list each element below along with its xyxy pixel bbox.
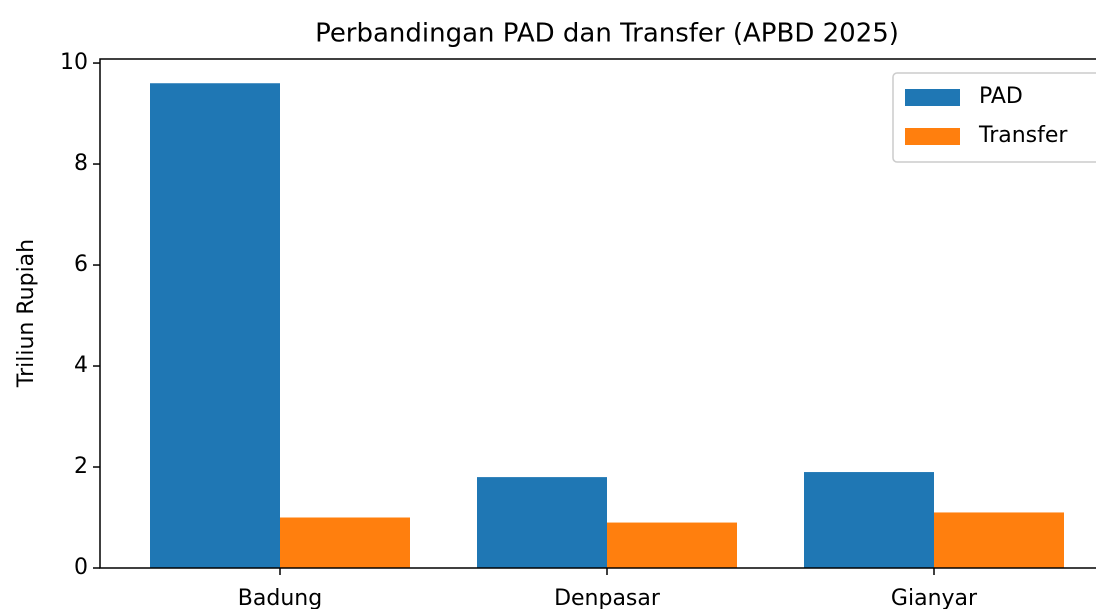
bar xyxy=(607,522,737,568)
plot-frame xyxy=(99,58,1096,569)
legend-swatch xyxy=(905,128,960,145)
y-tick-label: 2 xyxy=(74,454,88,479)
x-tick-label: Gianyar xyxy=(891,586,978,609)
bar xyxy=(934,512,1064,568)
legend-label: PAD xyxy=(979,84,1023,109)
bar xyxy=(150,83,280,568)
x-tick-label: Denpasar xyxy=(554,586,661,609)
y-tick-label: 0 xyxy=(74,555,88,580)
y-tick-label: 8 xyxy=(74,151,88,176)
bar xyxy=(280,517,410,568)
y-tick-label: 6 xyxy=(74,252,88,277)
legend-swatch xyxy=(905,89,960,106)
legend-label: Transfer xyxy=(978,123,1068,148)
x-tick-label: Badung xyxy=(238,586,322,609)
y-tick-label: 4 xyxy=(74,353,88,378)
y-axis-label: Triliun Rupiah xyxy=(14,239,39,388)
chart-title: Perbandingan PAD dan Transfer (APBD 2025… xyxy=(315,19,899,49)
bar xyxy=(804,472,934,568)
bar xyxy=(477,477,607,568)
y-tick-label: 10 xyxy=(60,50,88,75)
